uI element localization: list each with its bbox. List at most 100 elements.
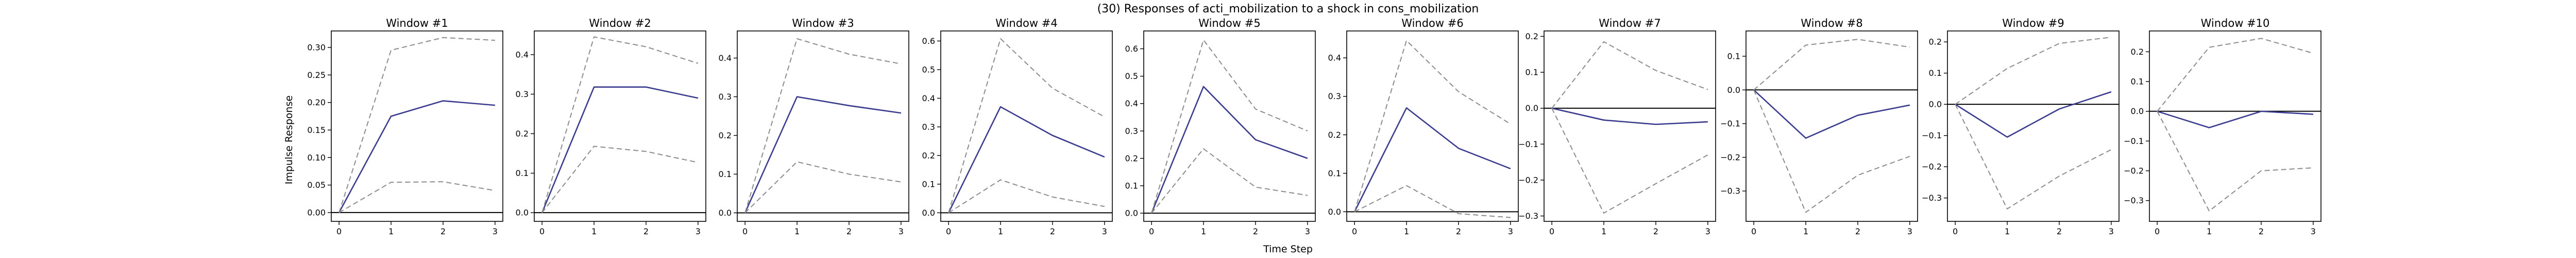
y-tick-label: −0.1 xyxy=(1720,119,1740,128)
impulse-response-line xyxy=(1551,107,1708,125)
x-tick-label: 3 xyxy=(696,227,701,236)
x-tick-label: 3 xyxy=(1508,227,1513,236)
confidence-band-upper xyxy=(338,37,495,213)
confidence-band-upper xyxy=(1551,41,1708,109)
confidence-band-upper xyxy=(1955,37,2112,105)
y-tick-label: −0.3 xyxy=(1922,193,1942,203)
x-tick-label: 3 xyxy=(1102,227,1107,236)
plot-frame xyxy=(331,30,503,222)
y-tick-label: 0.6 xyxy=(1125,44,1138,54)
y-tick-label: 0.5 xyxy=(1125,71,1138,81)
plot-frame xyxy=(2149,30,2321,222)
y-tick-label: −0.1 xyxy=(1518,139,1538,149)
x-tick-label: 3 xyxy=(1907,227,1912,236)
impulse-response-line xyxy=(338,100,496,213)
y-tick-label: 0.3 xyxy=(516,89,529,99)
x-tick-label: 1 xyxy=(1601,227,1606,236)
confidence-band-lower xyxy=(1551,108,1708,214)
y-tick-label: −0.2 xyxy=(2124,166,2144,175)
y-tick-label: 0.0 xyxy=(1929,100,1942,109)
x-tick-label: 0 xyxy=(1352,227,1357,236)
y-tick-label: 0.1 xyxy=(1328,168,1341,178)
y-tick-label: 0.3 xyxy=(1328,91,1341,101)
panel-title: Window #4 xyxy=(995,17,1057,29)
y-tick-label: 0.3 xyxy=(922,122,935,132)
x-tick-label: 3 xyxy=(1705,227,1710,236)
y-tick-label: 0.20 xyxy=(307,98,326,107)
panel-title: Window #7 xyxy=(1599,17,1660,29)
y-tick-label: 0.1 xyxy=(922,179,935,189)
y-tick-label: 0.4 xyxy=(1328,53,1341,63)
panel-window-1: Window #1 0 1 2 3 0.00 0.05 0.10 0.15 0.20 0.25 0.3… xyxy=(307,17,503,236)
x-tick-label: 2 xyxy=(643,227,649,236)
confidence-band-lower xyxy=(1753,89,1910,213)
y-tick-label: 0.1 xyxy=(516,168,529,178)
x-tick-label: 1 xyxy=(591,227,597,236)
impulse-response-line xyxy=(541,86,699,213)
panel-title: Window #5 xyxy=(1198,17,1260,29)
x-tick-label: 0 xyxy=(1549,227,1554,236)
x-tick-label: 2 xyxy=(1253,227,1258,236)
y-tick-label: 0.0 xyxy=(1125,208,1138,218)
x-tick-label: 0 xyxy=(946,227,951,236)
y-tick-label: 0.0 xyxy=(516,208,529,218)
plot-frame xyxy=(1947,30,2120,222)
x-tick-label: 0 xyxy=(1751,227,1756,236)
x-tick-label: 1 xyxy=(1803,227,1808,236)
plot-frame xyxy=(1745,30,1918,222)
confidence-band-lower xyxy=(2157,111,2313,212)
x-tick-label: 0 xyxy=(742,227,748,236)
panel-window-7: Window #7 0 1 2 3 −0.3 −0.2 −0.1 0.0 0.1 0.2 xyxy=(1518,17,1716,236)
y-tick-label: 0.5 xyxy=(922,64,935,74)
plot-frame xyxy=(737,30,909,222)
plot-frame xyxy=(1143,30,1316,222)
x-tick-label: 1 xyxy=(388,227,394,236)
confidence-band-upper xyxy=(1151,39,1308,214)
y-tick-label: −0.3 xyxy=(1518,211,1538,221)
y-tick-label: 0.2 xyxy=(1526,31,1538,41)
y-tick-label: −0.2 xyxy=(1720,152,1740,162)
panel-window-2: Window #2 0 1 2 3 0.0 0.1 0.2 0.3 0.4 xyxy=(516,17,706,236)
y-tick-label: 0.4 xyxy=(719,53,732,63)
panel-window-4: Window #4 0 1 2 3 0.0 0.1 0.2 0.3 0.4 0.5 0.6 xyxy=(922,17,1113,236)
x-tick-label: 1 xyxy=(2207,227,2212,236)
x-tick-label: 2 xyxy=(1456,227,1461,236)
panel-title: Window #8 xyxy=(1801,17,1862,29)
plot-frame xyxy=(940,30,1113,222)
x-tick-label: 2 xyxy=(1855,227,1860,236)
panel-title: Window #1 xyxy=(386,17,448,29)
confidence-band-lower xyxy=(1151,148,1308,214)
y-tick-label: 0.0 xyxy=(2131,106,2144,116)
y-tick-label: −0.2 xyxy=(1922,162,1942,172)
y-tick-label: 0.4 xyxy=(516,50,529,59)
y-tick-label: 0.30 xyxy=(307,42,326,52)
x-tick-label: 0 xyxy=(539,227,545,236)
y-tick-label: −0.3 xyxy=(2124,196,2144,205)
x-tick-label: 2 xyxy=(440,227,446,236)
y-tick-label: −0.2 xyxy=(1518,175,1538,185)
impulse-response-line xyxy=(1353,107,1511,212)
y-tick-label: 0.0 xyxy=(1727,85,1740,95)
x-tick-label: 1 xyxy=(794,227,800,236)
confidence-band-lower xyxy=(541,146,699,213)
x-tick-label: 1 xyxy=(998,227,1003,236)
x-tick-label: 3 xyxy=(2109,227,2114,236)
y-tick-label: 0.3 xyxy=(719,92,732,102)
confidence-band-upper xyxy=(2157,38,2314,112)
y-tick-label: 0.10 xyxy=(307,153,326,163)
impulse-response-line xyxy=(947,106,1105,213)
x-tick-label: 0 xyxy=(1953,227,1958,236)
impulse-response-line xyxy=(1753,89,1910,139)
panel-window-10: Window #10 0 1 2 3 −0.3 −0.2 −0.1 0.0 0.1 0.2 xyxy=(2124,17,2321,236)
confidence-band-lower xyxy=(744,161,902,214)
panel-grid: Window #10 1 2 30.000.050.100.150.200.250.3… xyxy=(307,17,2321,236)
y-tick-label: 0.4 xyxy=(922,93,935,103)
x-tick-label: 1 xyxy=(1201,227,1206,236)
y-tick-label: 0.1 xyxy=(1125,181,1138,190)
x-tick-label: 2 xyxy=(1653,227,1658,236)
y-tick-label: 0.15 xyxy=(307,125,326,135)
y-axis-label: Impulse Response xyxy=(283,95,295,184)
y-tick-label: 0.2 xyxy=(2131,47,2144,57)
y-tick-label: −0.3 xyxy=(1720,186,1740,196)
